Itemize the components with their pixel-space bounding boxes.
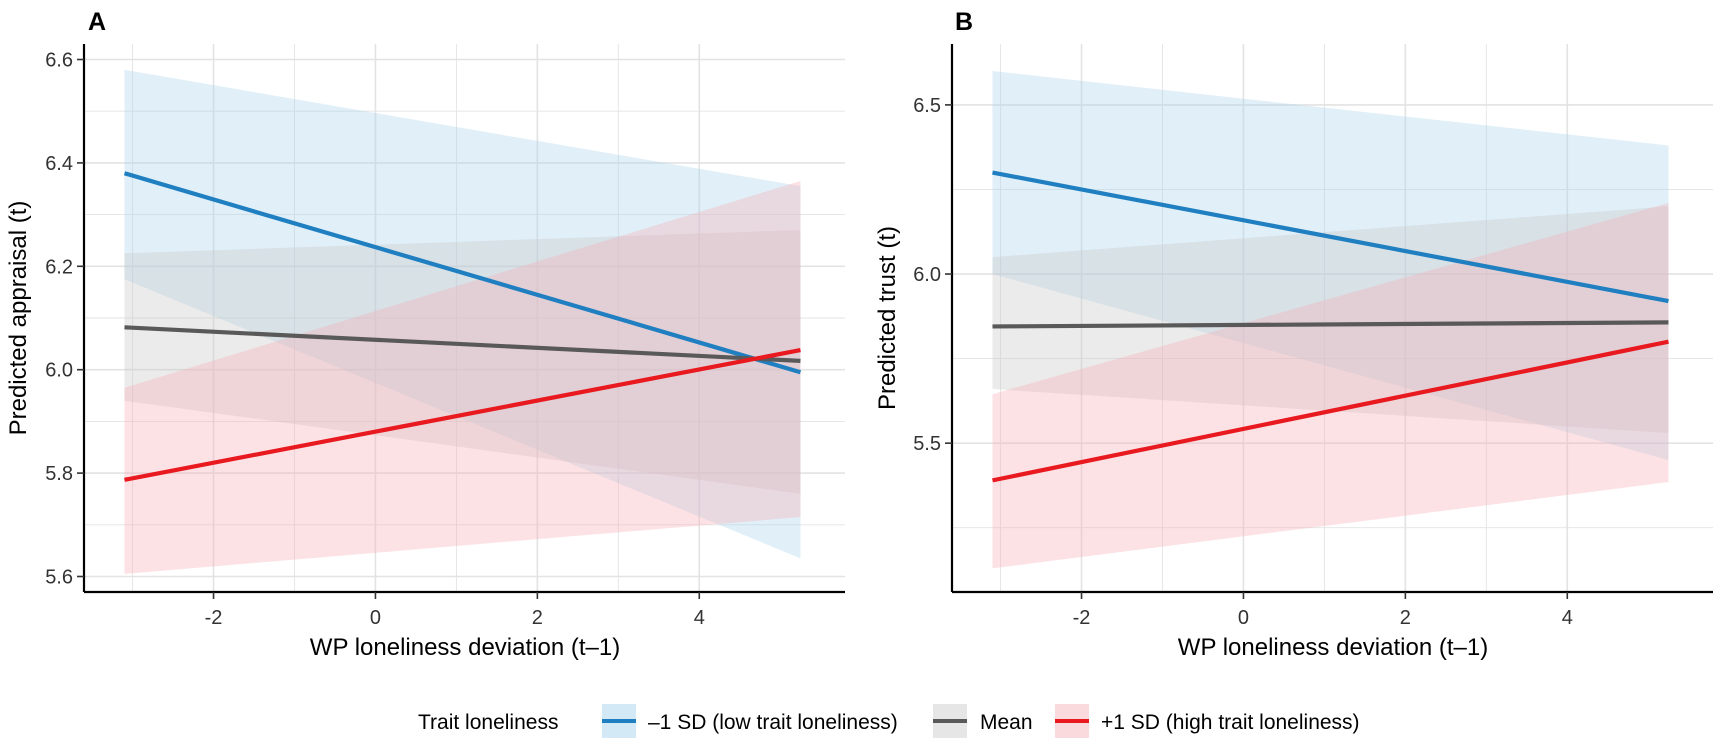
series-line-low — [123, 171, 802, 375]
x-tick-label: 2 — [1400, 607, 1411, 629]
grid-lines — [84, 44, 845, 592]
y-tick-label: 5.8 — [45, 463, 73, 485]
x-ticks: -2 0 2 4 — [205, 592, 705, 629]
x-tick-label: 4 — [694, 607, 705, 629]
ci-band-mean — [124, 230, 801, 494]
ci-band-high — [992, 202, 1669, 569]
ci-band-low — [124, 69, 801, 559]
ci-band-low — [992, 71, 1669, 461]
legend-label-high: +1 SD (high trait loneliness) — [1101, 711, 1360, 734]
x-tick-label: 2 — [532, 607, 543, 629]
y-axis-label-a: Predicted appraisal (t) — [5, 201, 32, 436]
legend: Trait loneliness –1 SD (low trait loneli… — [418, 704, 1360, 738]
y-tick-label: 6.4 — [45, 153, 73, 175]
grid-lines — [952, 44, 1713, 592]
panel-a: -2 0 2 4 5.6 5.8 6.0 6.2 6.4 6.6 A WP loneliness… — [5, 8, 845, 661]
y-tick-label: 6.5 — [913, 95, 941, 117]
legend-label-low: –1 SD (low trait loneliness) — [648, 711, 898, 734]
x-axis-label-b: WP loneliness deviation (t–1) — [1178, 634, 1488, 661]
y-tick-label: 5.5 — [913, 433, 941, 455]
series-line-mean — [124, 325, 801, 364]
x-axis-label-a: WP loneliness deviation (t–1) — [310, 634, 620, 661]
legend-title: Trait loneliness — [418, 711, 558, 734]
y-ticks: 5.6 5.8 6.0 6.2 6.4 6.6 — [45, 50, 84, 588]
x-tick-label: 0 — [370, 607, 381, 629]
confidence-bands — [124, 69, 801, 574]
series-line-low — [992, 170, 1669, 304]
series-lines — [123, 171, 802, 482]
y-tick-label: 6.6 — [45, 50, 73, 72]
legend-label-mean: Mean — [980, 711, 1033, 734]
ci-band-high — [124, 181, 801, 574]
x-tick-label: 4 — [1562, 607, 1573, 629]
series-line-mean — [992, 320, 1669, 329]
y-tick-label: 6.0 — [913, 264, 941, 286]
y-axis-label-b: Predicted trust (t) — [874, 226, 901, 410]
x-ticks: -2 0 2 4 — [1073, 592, 1573, 629]
panel-b: -2 0 2 4 5.5 6.0 6.5 B WP loneliness deviatio… — [874, 8, 1713, 661]
series-lines — [992, 170, 1669, 483]
series-line-high — [992, 339, 1669, 483]
x-tick-label: -2 — [1073, 607, 1091, 629]
y-tick-label: 5.6 — [45, 566, 73, 588]
confidence-bands — [992, 71, 1669, 569]
series-line-high — [124, 347, 801, 482]
panel-label-a: A — [88, 8, 106, 36]
y-ticks: 5.5 6.0 6.5 — [913, 95, 952, 455]
x-tick-label: 0 — [1238, 607, 1249, 629]
y-tick-label: 6.0 — [45, 360, 73, 382]
y-tick-label: 6.2 — [45, 256, 73, 278]
x-tick-label: -2 — [205, 607, 223, 629]
panel-label-b: B — [955, 8, 973, 36]
